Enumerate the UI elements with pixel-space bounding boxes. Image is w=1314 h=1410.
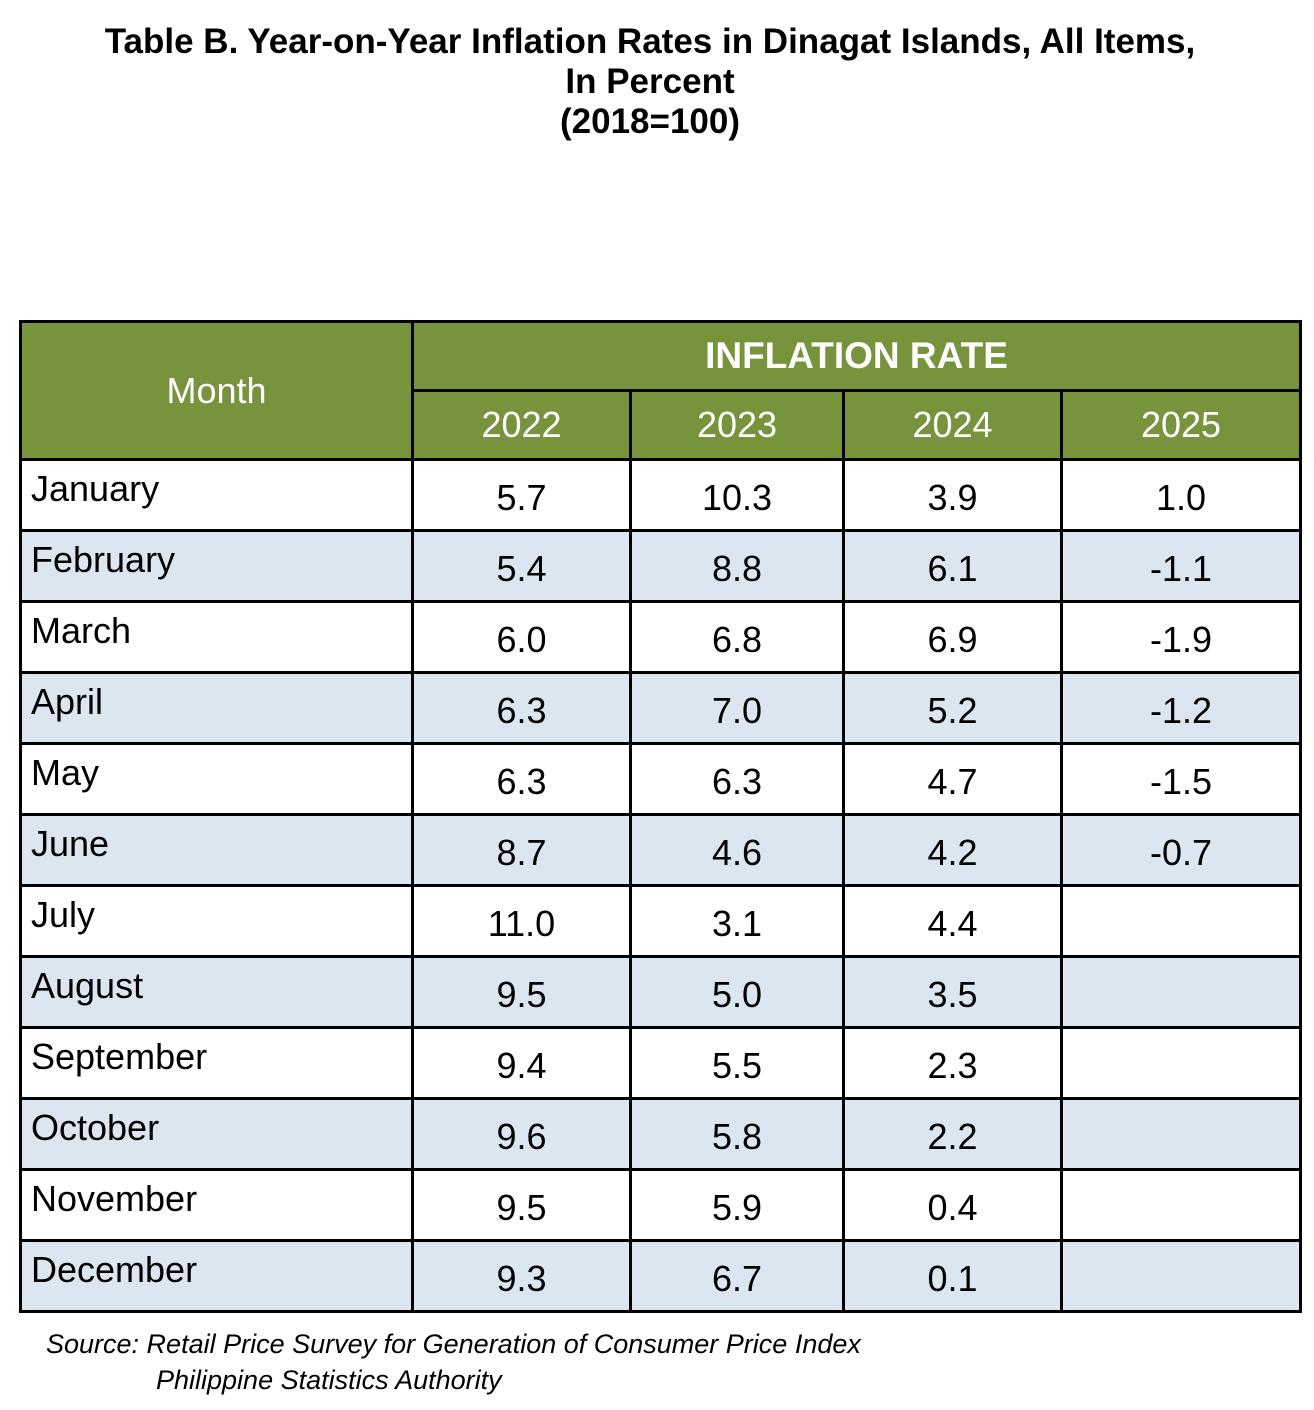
table-row: July 11.0 3.1 4.4 [19,884,1302,958]
inflation-value-cell [1060,955,1302,1029]
inflation-value-cell: 4.7 [842,742,1063,816]
month-column-header: Month [19,320,414,461]
title-line-2: In Percent [565,62,735,101]
inflation-value-cell: 0.1 [842,1239,1063,1313]
year-column-header: 2022 [411,389,632,461]
inflation-value-cell [1060,1239,1302,1313]
source-line-1: Source: Retail Price Survey for Generati… [46,1329,861,1359]
table-row: September 9.4 5.5 2.3 [19,1026,1302,1100]
year-column-header: 2024 [842,389,1063,461]
month-cell: October [19,1097,414,1171]
month-cell: April [19,671,414,745]
inflation-value-cell: 6.3 [411,671,632,745]
table-row: December 9.3 6.7 0.1 [19,1239,1302,1313]
month-cell: July [19,884,414,958]
inflation-value-cell: 6.3 [629,742,845,816]
inflation-value-cell: 9.6 [411,1097,632,1171]
inflation-table: Month INFLATION RATE 2022 2023 2024 2025… [19,320,1302,1313]
inflation-value-cell: 5.4 [411,529,632,603]
inflation-value-cell: 6.7 [629,1239,845,1313]
inflation-value-cell: -1.1 [1060,529,1302,603]
month-cell: January [19,458,414,532]
inflation-value-cell: 3.1 [629,884,845,958]
table-header: Month INFLATION RATE 2022 2023 2024 2025 [19,320,1302,461]
month-cell: November [19,1168,414,1242]
inflation-value-cell: 8.8 [629,529,845,603]
inflation-value-cell: 3.9 [842,458,1063,532]
month-cell: March [19,600,414,674]
inflation-rate-group-header: INFLATION RATE [411,320,1302,392]
inflation-value-cell: 9.4 [411,1026,632,1100]
inflation-value-cell: 5.0 [629,955,845,1029]
year-column-header: 2025 [1060,389,1302,461]
inflation-value-cell: 1.0 [1060,458,1302,532]
inflation-value-cell: 2.3 [842,1026,1063,1100]
table-body: January 5.7 10.3 3.9 1.0 February 5.4 8.8 6.1 -1.… [19,458,1302,1313]
table-row: November 9.5 5.9 0.4 [19,1168,1302,1242]
month-cell: May [19,742,414,816]
inflation-value-cell [1060,884,1302,958]
inflation-value-cell: 6.9 [842,600,1063,674]
inflation-value-cell: -1.5 [1060,742,1302,816]
inflation-value-cell: -1.9 [1060,600,1302,674]
inflation-value-cell: 6.0 [411,600,632,674]
month-cell: September [19,1026,414,1100]
inflation-value-cell: 5.5 [629,1026,845,1100]
table-row: May 6.3 6.3 4.7 -1.5 [19,742,1302,816]
table-row: August 9.5 5.0 3.5 [19,955,1302,1029]
month-cell: August [19,955,414,1029]
inflation-value-cell: 9.5 [411,1168,632,1242]
table-row: January 5.7 10.3 3.9 1.0 [19,458,1302,532]
inflation-value-cell: -1.2 [1060,671,1302,745]
inflation-value-cell [1060,1168,1302,1242]
inflation-value-cell: 9.3 [411,1239,632,1313]
inflation-value-cell: 4.4 [842,884,1063,958]
inflation-value-cell: 5.7 [411,458,632,532]
inflation-value-cell: 4.6 [629,813,845,887]
table-row: March 6.0 6.8 6.9 -1.9 [19,600,1302,674]
inflation-value-cell [1060,1026,1302,1100]
source-note: Source: Retail Price Survey for Generati… [46,1326,861,1398]
month-cell: December [19,1239,414,1313]
table-row: June 8.7 4.6 4.2 -0.7 [19,813,1302,887]
table-row: October 9.6 5.8 2.2 [19,1097,1302,1171]
month-cell: June [19,813,414,887]
inflation-value-cell: 11.0 [411,884,632,958]
inflation-value-cell: 8.7 [411,813,632,887]
source-line-2: Philippine Statistics Authority [156,1365,502,1395]
table-row: February 5.4 8.8 6.1 -1.1 [19,529,1302,603]
table-title: Table B. Year-on-Year Inflation Rates in… [0,22,1300,142]
inflation-value-cell: 6.3 [411,742,632,816]
inflation-value-cell [1060,1097,1302,1171]
inflation-value-cell: 6.1 [842,529,1063,603]
table-row: April 6.3 7.0 5.2 -1.2 [19,671,1302,745]
inflation-value-cell: 5.9 [629,1168,845,1242]
title-line-3: (2018=100) [559,102,740,141]
inflation-value-cell: 9.5 [411,955,632,1029]
title-line-1: Table B. Year-on-Year Inflation Rates in… [104,22,1196,61]
inflation-value-cell: 3.5 [842,955,1063,1029]
inflation-value-cell: 7.0 [629,671,845,745]
inflation-value-cell: 0.4 [842,1168,1063,1242]
inflation-value-cell: 2.2 [842,1097,1063,1171]
inflation-value-cell: 5.8 [629,1097,845,1171]
inflation-value-cell: 4.2 [842,813,1063,887]
inflation-value-cell: -0.7 [1060,813,1302,887]
month-cell: February [19,529,414,603]
inflation-value-cell: 6.8 [629,600,845,674]
inflation-value-cell: 10.3 [629,458,845,532]
inflation-value-cell: 5.2 [842,671,1063,745]
year-column-header: 2023 [629,389,845,461]
